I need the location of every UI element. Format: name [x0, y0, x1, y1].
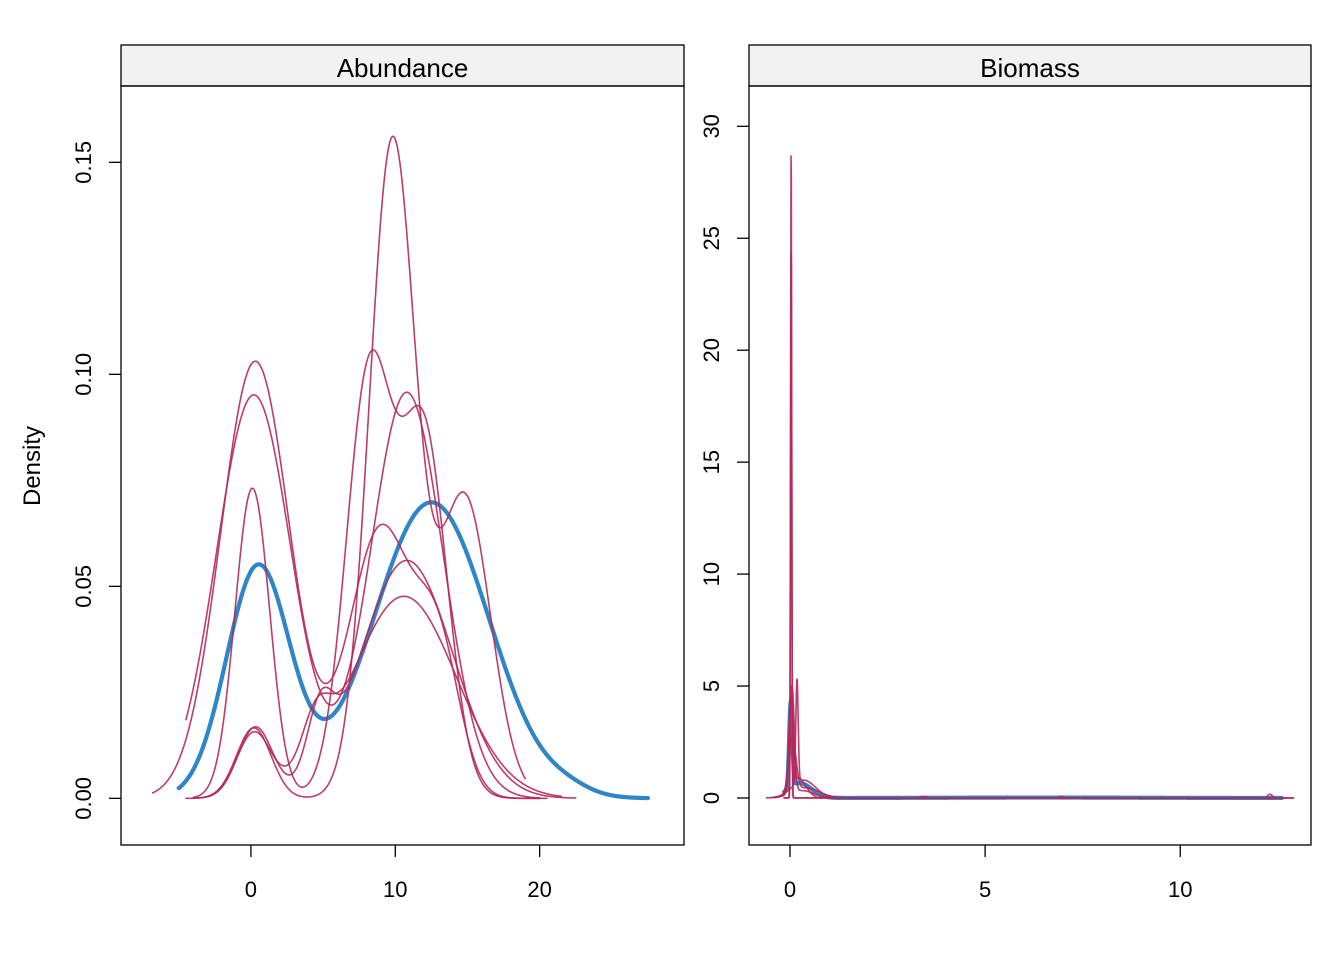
y-tick-label: 10	[699, 562, 724, 586]
y-tick-label: 0.00	[71, 777, 96, 820]
y-tick-label: 15	[699, 450, 724, 474]
imputed-density-line-4	[206, 135, 527, 798]
density-lines	[151, 135, 651, 801]
observed-density-line	[782, 700, 1284, 801]
imputed-density-line-2	[783, 250, 1287, 799]
panel-title: Biomass	[980, 53, 1080, 83]
plot-frame	[748, 85, 1312, 846]
imputed-density-line-5	[765, 678, 1283, 799]
imputed-density-line-1	[783, 155, 1287, 799]
x-tick-label: 0	[784, 877, 796, 902]
imputed-density-line-6	[192, 595, 563, 799]
y-axis-label: Density	[19, 426, 46, 506]
y-tick-label: 20	[699, 338, 724, 362]
density-lines	[765, 155, 1295, 801]
observed-density-line	[176, 500, 651, 801]
x-tick-label: 10	[383, 877, 407, 902]
x-tick-label: 0	[245, 877, 257, 902]
imputed-density-line-3	[777, 684, 1295, 799]
y-tick-label: 5	[699, 680, 724, 692]
imputed-density-line-4	[769, 736, 1295, 799]
panel-biomass: Biomass 0 5 10 0 5 10 15 20 25 30	[699, 44, 1312, 902]
y-tick-label: 30	[699, 114, 724, 138]
imputed-density-line-1	[151, 360, 548, 800]
y-tick-label: 0	[699, 792, 724, 804]
x-tick-label: 5	[979, 877, 991, 902]
y-tick-label: 25	[699, 226, 724, 250]
x-tick-label: 10	[1168, 877, 1192, 902]
plot-frame	[120, 85, 685, 846]
x-tick-label: 20	[527, 877, 551, 902]
panels: Abundance 0 10 20 0.00 0.05 0.10 0.15 Biomass 0 5 1…	[71, 44, 1312, 902]
imputed-density-line-5	[185, 559, 577, 800]
imputed-density-line-3	[192, 349, 541, 800]
panel-title: Abundance	[337, 53, 469, 83]
imputed-density-line-2	[185, 391, 541, 799]
y-tick-label: 0.10	[71, 353, 96, 396]
y-tick-label: 0.15	[71, 141, 96, 184]
y-tick-label: 0.05	[71, 565, 96, 608]
panel-abundance: Abundance 0 10 20 0.00 0.05 0.10 0.15	[71, 44, 685, 902]
imputed-density-line-6	[773, 694, 1279, 799]
strip-header	[120, 44, 685, 87]
